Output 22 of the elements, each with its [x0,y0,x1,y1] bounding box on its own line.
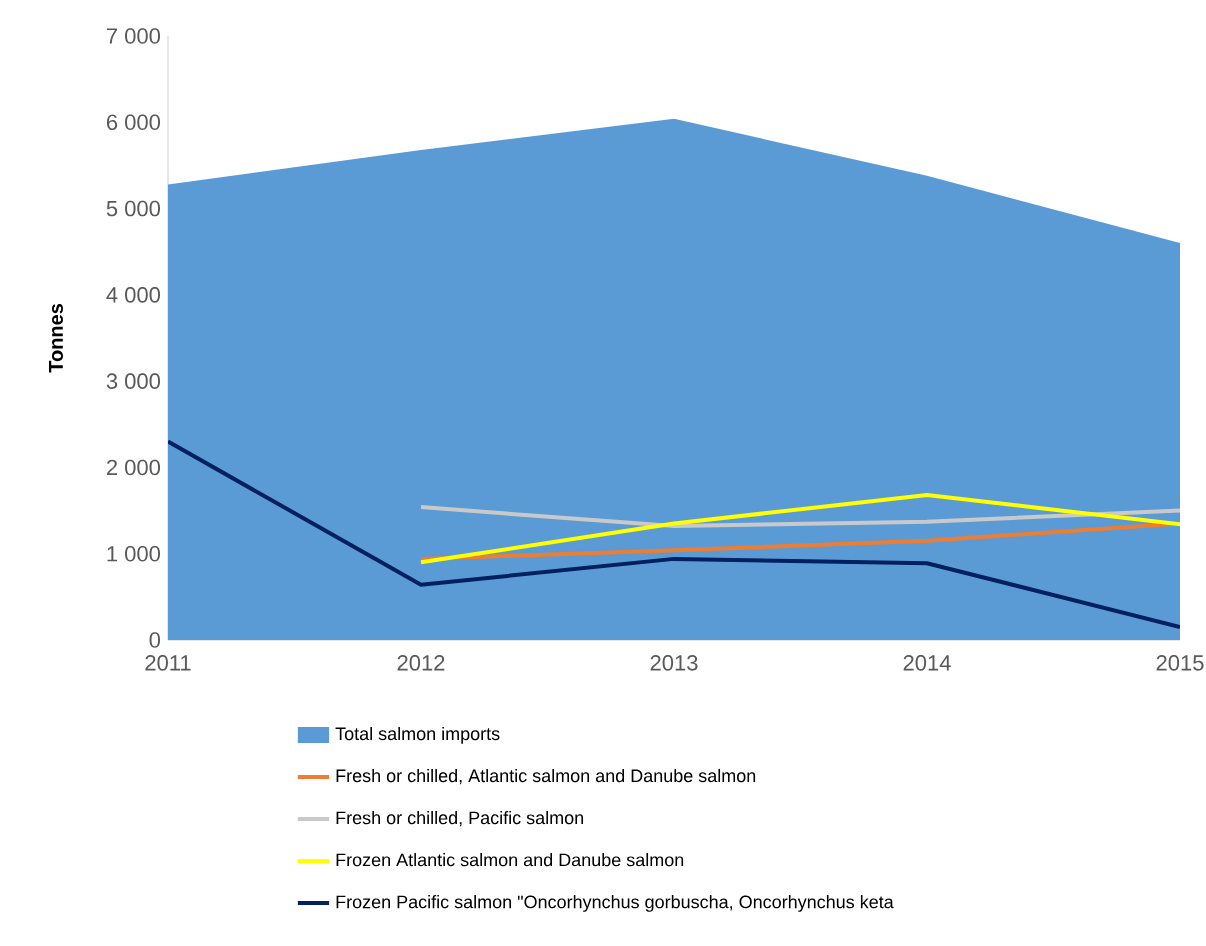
x-tick-label: 2011 [145,655,191,671]
legend-label: Fresh or chilled, Atlantic salmon and Danube salmon [336,768,756,785]
y-tick-label: 1 000 [107,545,161,562]
legend-label: Frozen Pacific salmon "Oncorhynchus gorbuscha, Oncorhynchus keta [336,895,894,912]
x-tick-label: 2013 [650,655,698,671]
y-tick-label: 7 000 [107,28,161,44]
legend-label: Fresh or chilled, Pacific salmon [336,811,584,827]
y-tick-label: 4 000 [106,287,161,303]
line-series [419,493,1180,565]
line-series [168,439,1180,630]
line-series [419,505,1180,529]
y-tick-label: 6 000 [107,114,161,131]
x-tick-label: 2015 [1156,655,1204,671]
y-tick-label: 3 000 [106,373,161,389]
y-axis-title: Tonnes [49,303,63,373]
y-tick-label: 2 000 [106,459,161,476]
y-tick-label: 5 000 [106,200,161,217]
x-tick-label: 2012 [397,655,445,671]
legend-label: Frozen Atlantic salmon and Danube salmon [336,853,684,867]
x-tick-label: 2014 [903,655,951,671]
legend-label: Total salmon imports [335,726,500,744]
y-tick-label: 0 [149,632,161,648]
